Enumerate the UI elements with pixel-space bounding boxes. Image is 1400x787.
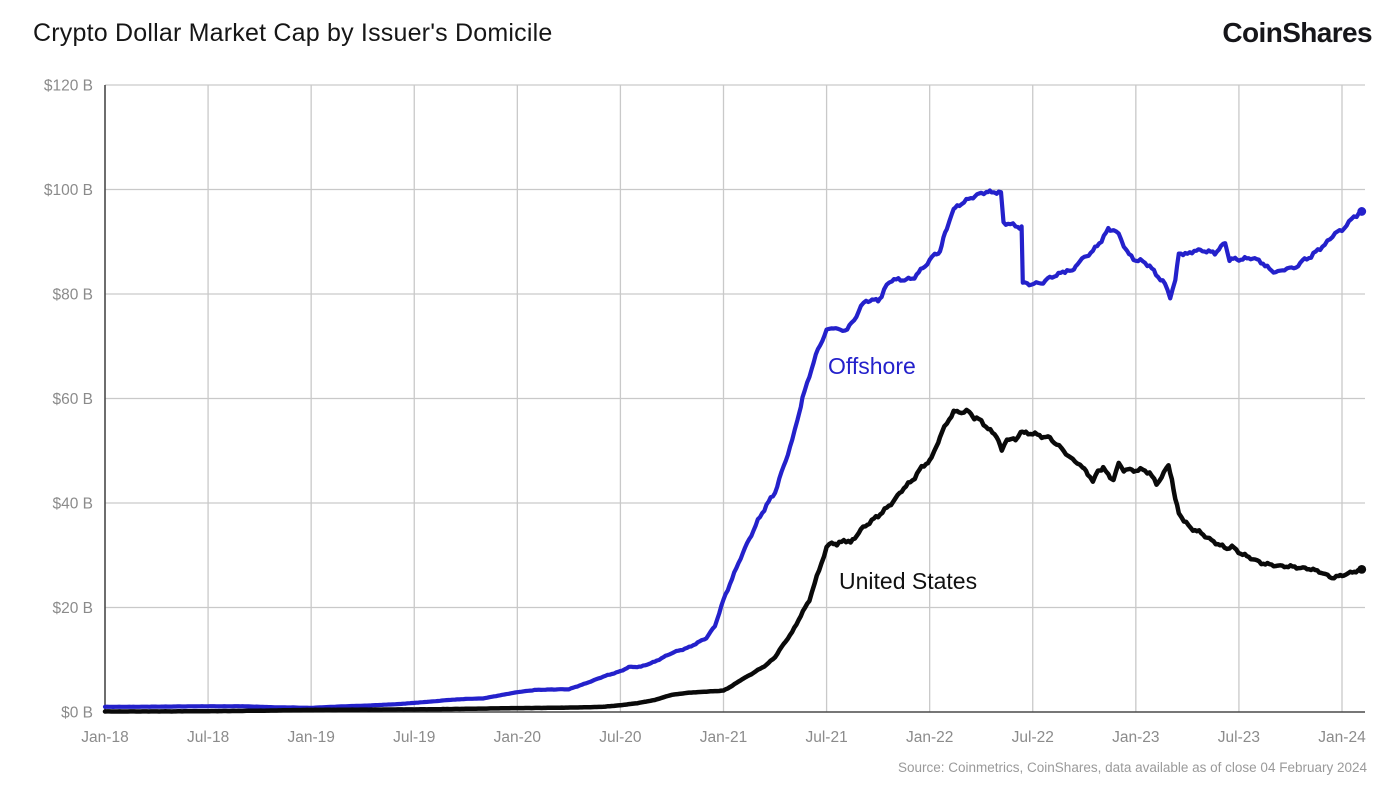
x-axis-tick-label: Jul-23: [1218, 729, 1260, 746]
united-states-line: [102, 407, 1365, 714]
x-axis-tick-label: Jan-22: [906, 729, 953, 746]
y-axis-tick-label: $20 B: [52, 600, 93, 617]
united-states-end-dot: [1357, 564, 1367, 574]
x-axis-tick-label: Jan-19: [287, 729, 334, 746]
x-axis-tick-label: Jan-18: [81, 729, 128, 746]
y-axis-tick-label: $120 B: [44, 78, 93, 95]
offshore-line: [102, 188, 1364, 710]
y-axis-tick-label: $80 B: [52, 287, 93, 304]
x-axis-tick-label: Jan-23: [1112, 729, 1159, 746]
x-axis-tick-label: Jan-24: [1318, 729, 1366, 746]
y-axis-tick-label: $60 B: [52, 391, 93, 408]
x-axis-tick-label: Jul-22: [1012, 729, 1054, 746]
united-states-label: United States: [839, 568, 977, 594]
offshore-label: Offshore: [828, 353, 916, 379]
offshore-end-dot: [1357, 207, 1367, 216]
x-axis-tick-label: Jul-21: [805, 729, 847, 746]
x-axis-tick-label: Jan-21: [700, 729, 747, 746]
coinshares-logo: CoinShares: [1222, 17, 1372, 48]
y-axis-tick-label: $40 B: [52, 496, 93, 513]
x-axis-tick-label: Jul-19: [393, 729, 435, 746]
source-note: Source: Coinmetrics, CoinShares, data av…: [898, 760, 1367, 775]
y-axis-tick-label: $100 B: [44, 182, 93, 199]
x-axis-tick-label: Jan-20: [494, 729, 542, 746]
page-title: Crypto Dollar Market Cap by Issuer's Dom…: [33, 19, 553, 47]
y-axis-tick-label: $0 B: [61, 705, 93, 722]
x-axis-tick-label: Jul-20: [599, 729, 642, 746]
x-axis-tick-label: Jul-18: [187, 729, 229, 746]
